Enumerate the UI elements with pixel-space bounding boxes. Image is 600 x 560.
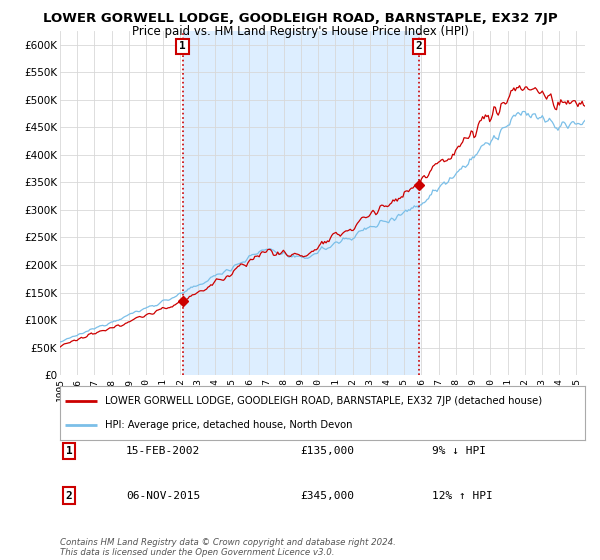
Text: £135,000: £135,000 [300,446,354,456]
Text: LOWER GORWELL LODGE, GOODLEIGH ROAD, BARNSTAPLE, EX32 7JP: LOWER GORWELL LODGE, GOODLEIGH ROAD, BAR… [43,12,557,25]
Text: 1: 1 [179,41,186,52]
Text: 1: 1 [65,446,73,456]
Text: 15-FEB-2002: 15-FEB-2002 [126,446,200,456]
Text: 06-NOV-2015: 06-NOV-2015 [126,491,200,501]
Text: Contains HM Land Registry data © Crown copyright and database right 2024.
This d: Contains HM Land Registry data © Crown c… [60,538,396,557]
Text: 12% ↑ HPI: 12% ↑ HPI [432,491,493,501]
Text: LOWER GORWELL LODGE, GOODLEIGH ROAD, BARNSTAPLE, EX32 7JP (detached house): LOWER GORWELL LODGE, GOODLEIGH ROAD, BAR… [104,396,542,406]
Text: 2: 2 [65,491,73,501]
Text: 9% ↓ HPI: 9% ↓ HPI [432,446,486,456]
Text: £345,000: £345,000 [300,491,354,501]
Text: Price paid vs. HM Land Registry's House Price Index (HPI): Price paid vs. HM Land Registry's House … [131,25,469,38]
Text: 2: 2 [415,41,422,52]
Bar [182,31,419,375]
Text: HPI: Average price, detached house, North Devon: HPI: Average price, detached house, Nort… [104,420,352,430]
